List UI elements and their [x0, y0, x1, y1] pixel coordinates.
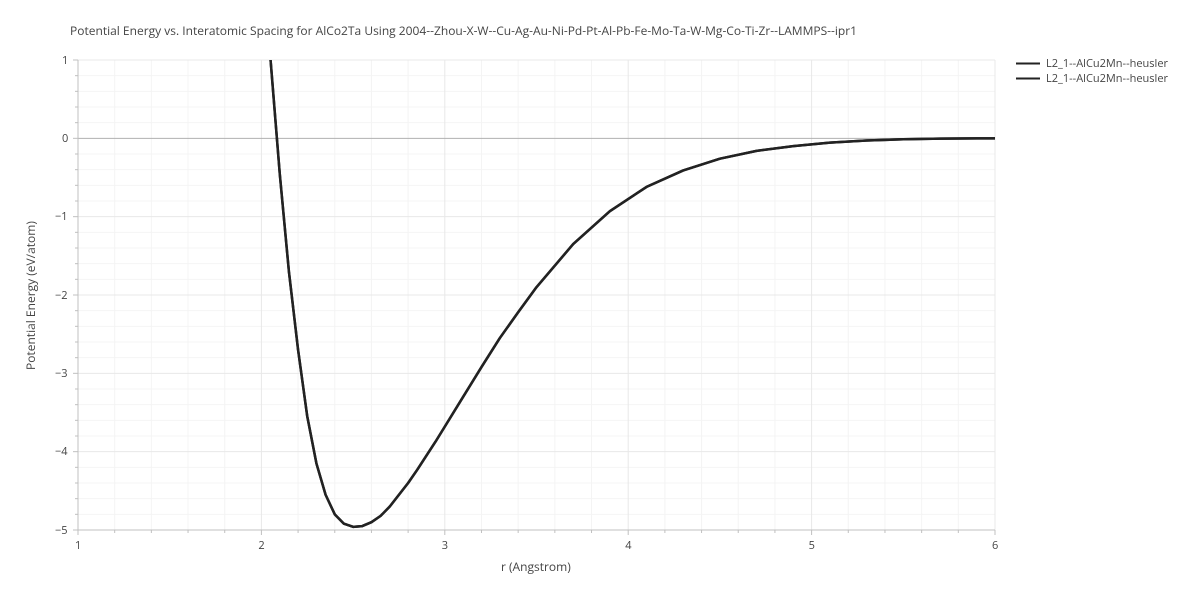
legend-label: L2_1--AlCu2Mn--heusler: [1046, 71, 1168, 86]
x-tick-label: 4: [625, 538, 631, 553]
chart-title: Potential Energy vs. Interatomic Spacing…: [70, 22, 857, 39]
y-tick-label: 0: [62, 131, 68, 146]
y-axis-label: Potential Energy (eV/atom): [22, 221, 39, 370]
x-tick-label: 5: [809, 538, 815, 553]
x-tick-label: 6: [992, 538, 998, 553]
x-tick-label: 2: [258, 538, 264, 553]
y-tick-label: −4: [55, 444, 68, 459]
legend-label: L2_1--AlCu2Mn--heusler: [1046, 56, 1168, 71]
chart-container: Potential Energy vs. Interatomic Spacing…: [0, 0, 1200, 600]
plot-svg: [0, 0, 1200, 600]
y-tick-label: −2: [55, 288, 68, 303]
y-tick-label: 1: [62, 53, 68, 68]
x-tick-label: 1: [75, 538, 81, 553]
y-tick-label: −3: [55, 366, 68, 381]
y-tick-label: −5: [55, 523, 68, 538]
x-tick-label: 3: [442, 538, 448, 553]
y-tick-label: −1: [55, 209, 68, 224]
x-axis-label: r (Angstrom): [501, 558, 571, 575]
